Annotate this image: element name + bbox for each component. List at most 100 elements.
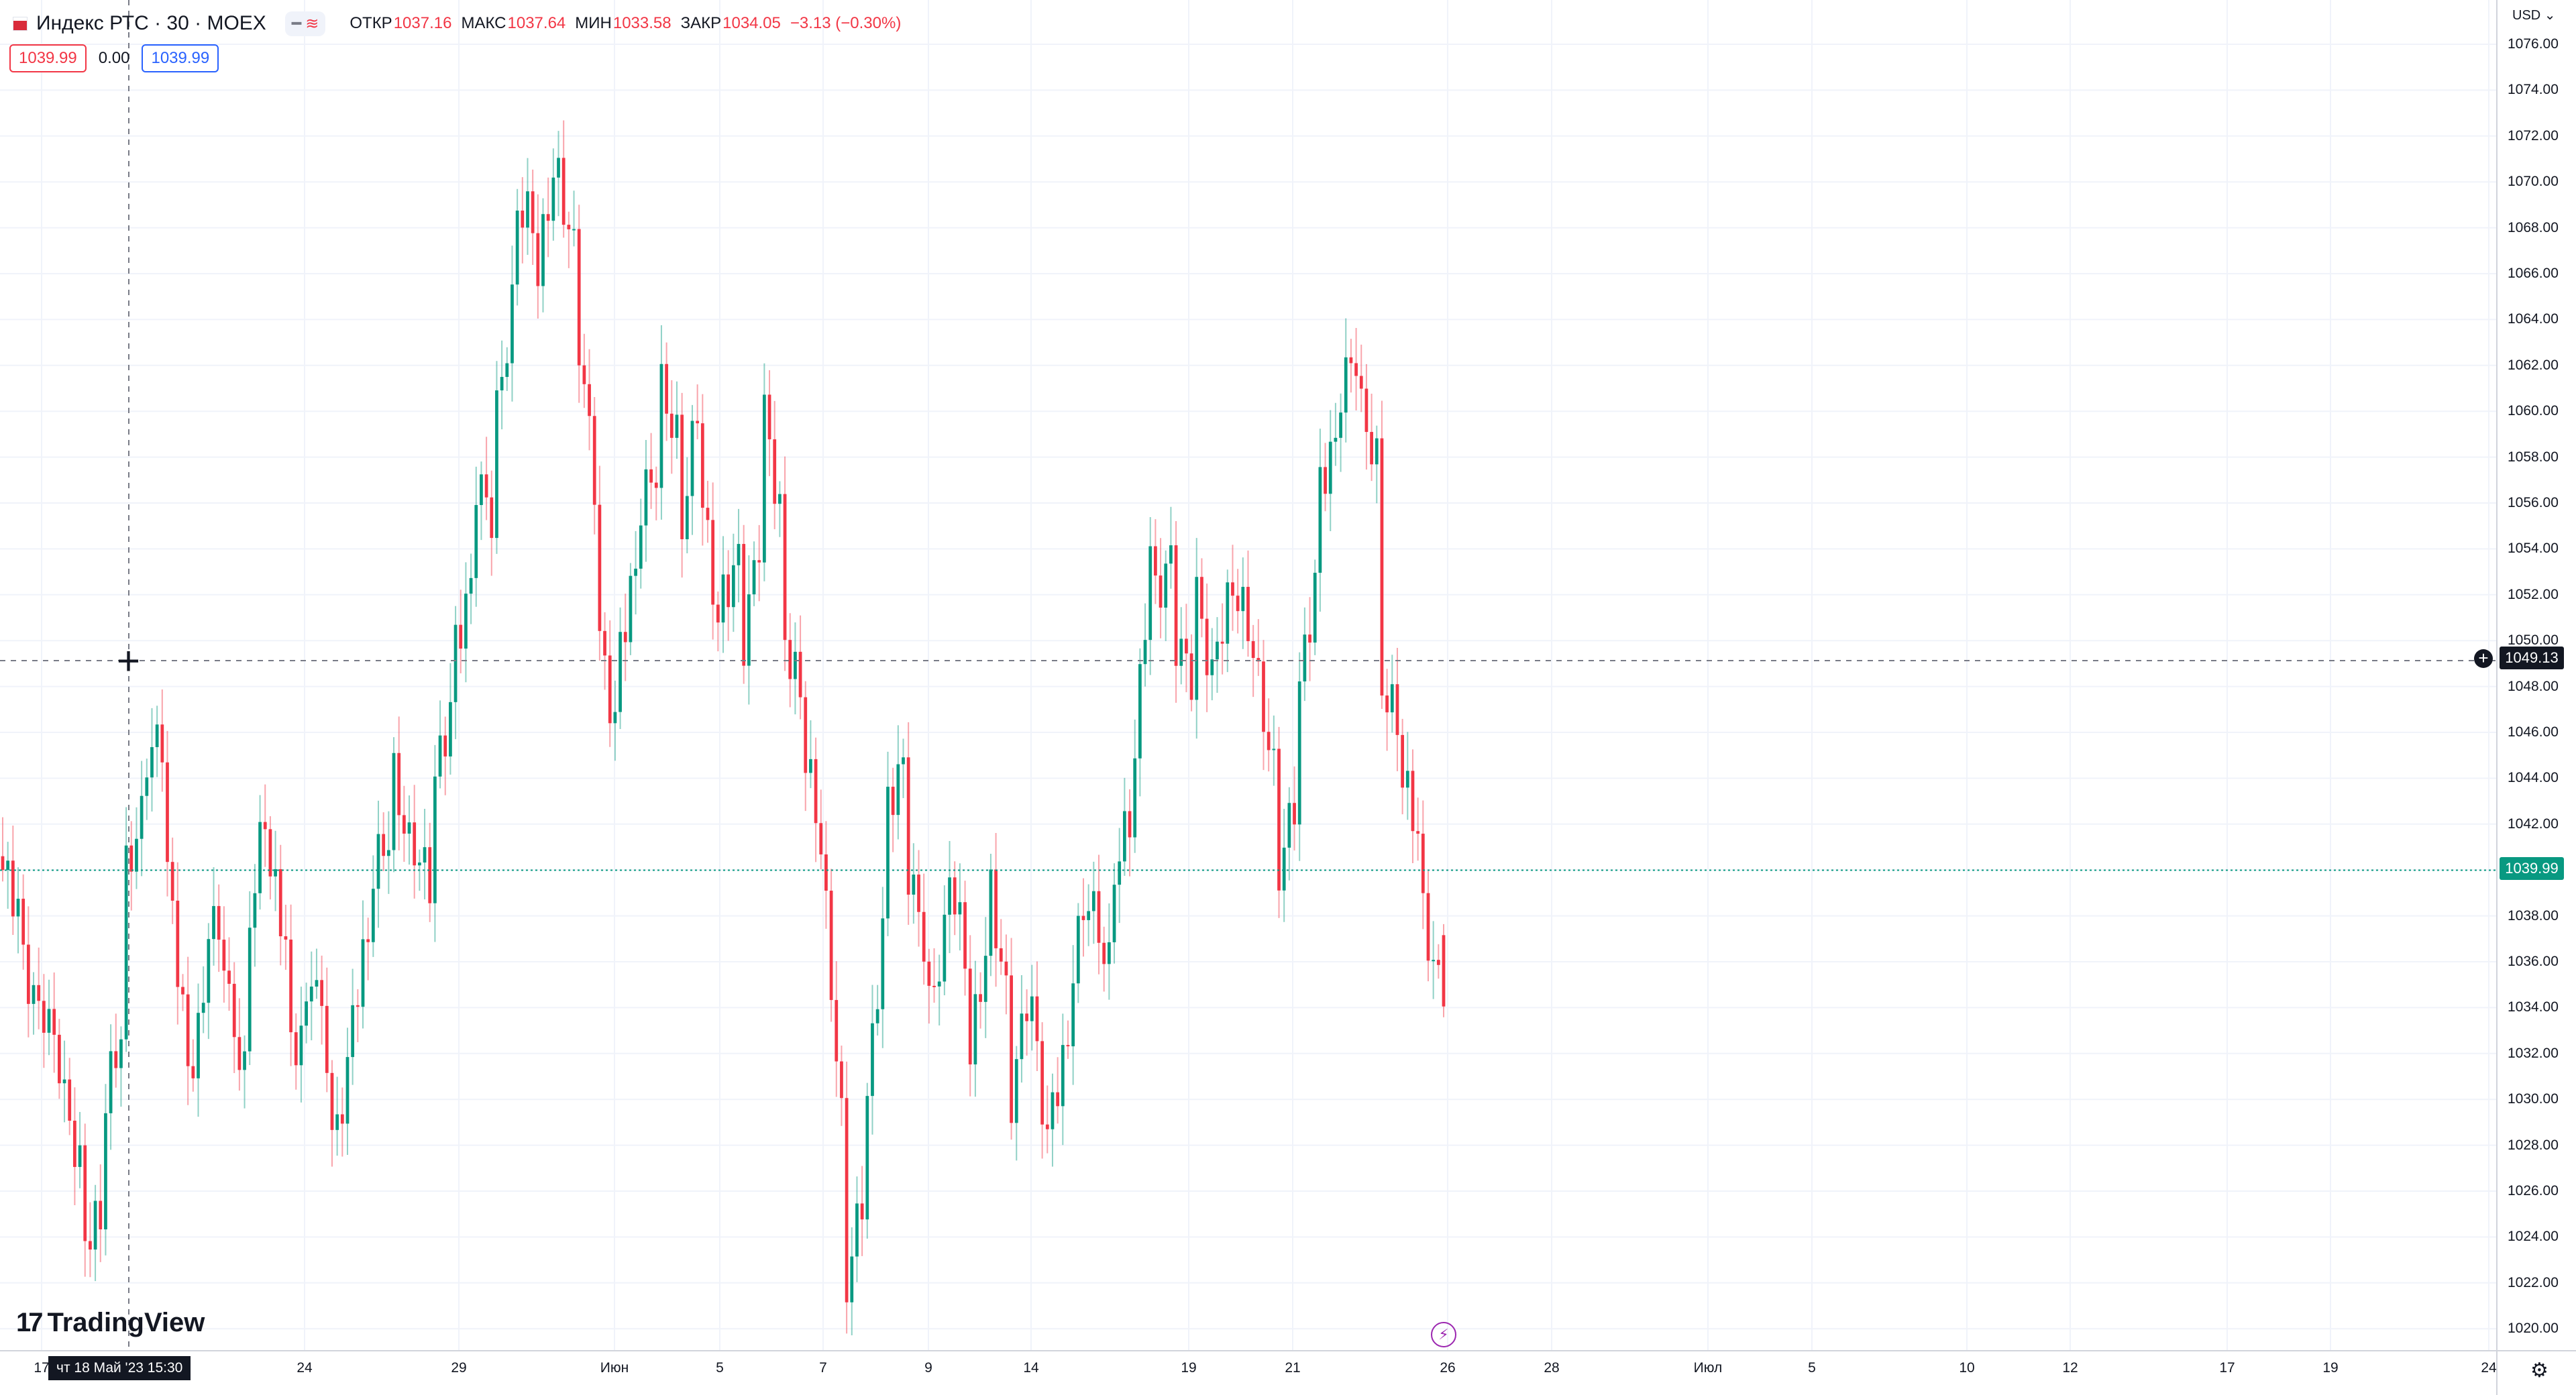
candle xyxy=(906,722,910,925)
candle xyxy=(1025,989,1028,1056)
candle xyxy=(160,689,164,792)
candle xyxy=(1195,538,1199,739)
candle xyxy=(155,706,159,777)
candle xyxy=(47,979,51,1056)
price-axis-label: 1022.00 xyxy=(2508,1274,2559,1290)
price-axis-label: 1044.00 xyxy=(2508,770,2559,786)
time-axis-label: 17 xyxy=(2219,1360,2235,1376)
candle xyxy=(902,738,905,799)
candle xyxy=(1380,400,1384,709)
candle xyxy=(1308,597,1311,681)
time-axis-label: 21 xyxy=(1285,1360,1301,1376)
candle xyxy=(413,785,417,899)
candle xyxy=(1432,921,1436,999)
price-axis-label: 1024.00 xyxy=(2508,1229,2559,1245)
candle xyxy=(1328,410,1332,531)
buy-button[interactable]: 1039.99 xyxy=(142,44,219,72)
candle xyxy=(1226,569,1230,673)
symbol-title[interactable]: Индекс РТС · 30 · MOEX xyxy=(36,12,266,34)
candle xyxy=(1179,607,1183,685)
candle xyxy=(798,615,802,720)
last-price-tag: 1039.99 xyxy=(2500,857,2564,880)
candle xyxy=(1071,945,1075,1085)
candle xyxy=(340,1087,344,1157)
candle xyxy=(752,541,756,606)
candle xyxy=(227,937,231,1011)
candle xyxy=(1262,640,1265,771)
candle xyxy=(6,842,10,909)
candle xyxy=(973,960,977,1097)
candle xyxy=(561,120,566,238)
price-axis-label: 1070.00 xyxy=(2508,174,2559,190)
candle xyxy=(665,342,668,441)
high-value: 1037.64 xyxy=(507,14,566,32)
candle xyxy=(1045,1085,1049,1154)
time-axis-label: 19 xyxy=(2322,1360,2339,1376)
candle xyxy=(325,967,329,1093)
candle xyxy=(886,751,890,936)
candle xyxy=(727,550,731,641)
candle xyxy=(1334,402,1338,466)
candle xyxy=(449,663,452,775)
candle xyxy=(83,1123,87,1277)
candle xyxy=(871,985,874,1135)
lightning-event-icon[interactable]: ⚡ xyxy=(1431,1322,1456,1347)
candle xyxy=(850,1227,854,1335)
candle xyxy=(1375,425,1379,504)
candle xyxy=(443,716,447,795)
candle xyxy=(258,795,262,910)
add-alert-plus-icon[interactable]: + xyxy=(2474,649,2493,668)
candle xyxy=(263,784,267,867)
candle xyxy=(747,555,751,705)
candle xyxy=(1436,944,1440,979)
candle xyxy=(284,905,288,970)
candle xyxy=(788,613,792,708)
candle xyxy=(968,935,972,1097)
candle xyxy=(824,821,828,929)
candle xyxy=(1169,506,1173,589)
settings-gear-icon[interactable]: ⚙ xyxy=(2530,1359,2548,1382)
candle xyxy=(1076,903,1080,1003)
price-axis-label: 1072.00 xyxy=(2508,127,2559,144)
price-axis-label: 1034.00 xyxy=(2508,999,2559,1015)
candle xyxy=(1349,339,1353,393)
candle xyxy=(386,811,390,894)
candle xyxy=(232,962,236,1074)
candle xyxy=(289,904,292,1066)
price-axis-label: 1060.00 xyxy=(2508,403,2559,419)
candle xyxy=(16,867,20,954)
price-axis-label: 1058.00 xyxy=(2508,449,2559,465)
candle xyxy=(932,948,936,1003)
candle xyxy=(1138,648,1142,797)
candle xyxy=(278,844,282,966)
crosshair-time-tag: чт 18 Май '23 15:30 xyxy=(48,1356,191,1380)
russia-flag-icon xyxy=(13,17,27,30)
tradingview-logo[interactable]: 17 TradingView xyxy=(16,1308,205,1338)
candle xyxy=(145,759,149,820)
change-value: −3.13 (−0.30%) xyxy=(790,14,902,32)
currency-selector[interactable]: USD ⌄ xyxy=(2512,8,2556,23)
candle xyxy=(669,380,674,474)
candle xyxy=(891,767,895,852)
candle xyxy=(511,245,514,402)
candle xyxy=(912,843,916,924)
candle xyxy=(696,384,700,439)
candle xyxy=(490,470,494,576)
candle xyxy=(809,720,812,789)
candle xyxy=(1174,520,1178,703)
candle xyxy=(639,498,643,589)
candle xyxy=(495,361,498,554)
candle xyxy=(1318,429,1322,612)
candle xyxy=(1205,583,1209,712)
candle xyxy=(382,812,386,871)
candle xyxy=(186,956,190,1105)
candle xyxy=(994,833,998,987)
candle xyxy=(248,891,252,1066)
legend-toggle-pill[interactable]: ━ ≋ xyxy=(284,11,326,36)
candle xyxy=(716,592,720,652)
sell-button[interactable]: 1039.99 xyxy=(9,44,87,72)
candle xyxy=(1,817,5,882)
price-axis-label: 1048.00 xyxy=(2508,678,2559,694)
candle xyxy=(536,194,540,319)
